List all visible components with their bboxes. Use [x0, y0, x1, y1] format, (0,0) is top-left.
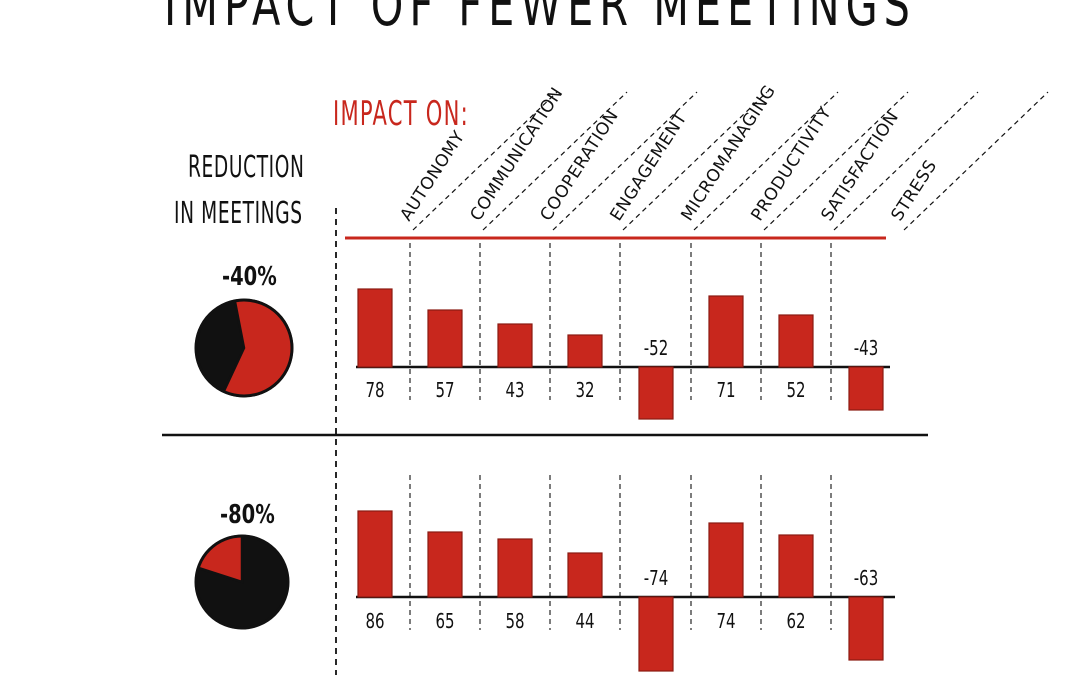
category-guide-line — [903, 91, 1049, 231]
category-guide-line — [693, 91, 839, 231]
bar-stress — [848, 366, 884, 411]
value-label-micromanaging: -74 — [644, 568, 668, 591]
value-label-cooperation: 58 — [505, 611, 524, 634]
reduction-pie — [194, 298, 294, 398]
category-guide-line — [412, 91, 558, 231]
bar-stress — [848, 596, 884, 661]
bar-micromanaging — [638, 366, 674, 420]
bar-communication — [427, 309, 463, 368]
value-label-satisfaction: 62 — [786, 611, 805, 634]
category-label: STRESS — [887, 157, 941, 225]
row-header-line1: REDUCTION — [188, 150, 305, 185]
bar-satisfaction — [778, 534, 814, 598]
category-guide-line — [552, 91, 698, 231]
category-guide-line — [622, 91, 768, 231]
bar-autonomy — [357, 510, 393, 598]
bar-cooperation — [497, 538, 533, 598]
value-label-autonomy: 86 — [365, 611, 384, 634]
value-label-engagement: 32 — [575, 380, 594, 403]
value-label-communication: 57 — [435, 380, 454, 403]
impact-on-label: IMPACT ON: — [333, 94, 469, 134]
reduction-label-80: -80% — [220, 500, 275, 530]
bar-productivity — [708, 522, 744, 598]
category-stress: STRESS — [887, 91, 1049, 231]
bar-communication — [427, 531, 463, 598]
category-guide-line — [833, 91, 979, 231]
chart-title: IMPACT OF FEWER MEETINGS — [164, 0, 916, 39]
bar-engagement — [567, 552, 603, 598]
row--80-: 86 65 58 44 -74 74 62 -63 — [194, 475, 895, 672]
pie-outline — [194, 534, 290, 630]
bar-satisfaction — [778, 314, 814, 368]
value-label-engagement: 44 — [575, 611, 594, 634]
value-label-productivity: 74 — [716, 611, 735, 634]
bar-cooperation — [497, 323, 533, 368]
reduction-label-40: -40% — [222, 262, 277, 292]
bar-productivity — [708, 295, 744, 368]
value-label-stress: -43 — [854, 338, 878, 361]
reduction-pie — [194, 534, 290, 630]
category-guide-line — [482, 91, 628, 231]
value-label-cooperation: 43 — [505, 380, 524, 403]
bar-engagement — [567, 334, 603, 368]
value-label-micromanaging: -52 — [644, 338, 668, 361]
value-label-stress: -63 — [854, 568, 878, 591]
bar-micromanaging — [638, 596, 674, 672]
value-label-productivity: 71 — [716, 380, 735, 403]
value-label-satisfaction: 52 — [786, 380, 805, 403]
row--40-: 78 57 43 32 -52 71 52 -43 — [194, 243, 890, 420]
value-label-communication: 65 — [435, 611, 454, 634]
category-guide-line — [763, 91, 909, 231]
bar-autonomy — [357, 288, 393, 368]
value-label-autonomy: 78 — [365, 380, 384, 403]
row-header-line2: IN MEETINGS — [174, 196, 303, 231]
pie-outline — [194, 298, 294, 398]
